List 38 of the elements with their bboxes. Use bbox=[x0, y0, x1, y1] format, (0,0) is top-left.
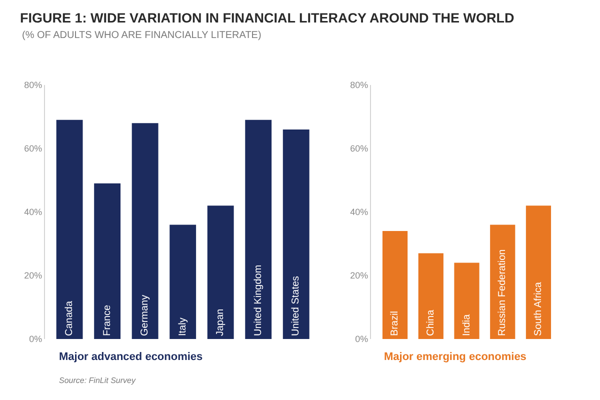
bar bbox=[526, 206, 552, 339]
x-axis-title: Major advanced economies bbox=[59, 351, 203, 363]
y-tick-label: 80% bbox=[350, 80, 368, 90]
x-tick-label: South Africa bbox=[532, 282, 544, 336]
x-tick-label: China bbox=[425, 309, 436, 336]
y-tick-label: 0% bbox=[355, 334, 368, 344]
bar bbox=[207, 206, 234, 339]
x-tick-label: Italy bbox=[177, 318, 188, 336]
y-tick-label: 0% bbox=[29, 334, 42, 344]
x-tick-label: India bbox=[461, 314, 472, 336]
x-tick-label: Russian Federation bbox=[497, 249, 508, 336]
y-tick-label: 80% bbox=[24, 80, 42, 90]
y-tick-label: 20% bbox=[24, 270, 42, 281]
x-tick-label: Germany bbox=[140, 294, 151, 336]
x-tick-label: Japan bbox=[215, 308, 226, 336]
bar bbox=[282, 129, 310, 339]
bar bbox=[245, 120, 272, 339]
bar bbox=[170, 224, 196, 339]
x-axis-title: Major emerging economies bbox=[384, 351, 526, 363]
bar bbox=[94, 183, 121, 339]
y-tick-label: 60% bbox=[24, 144, 42, 154]
x-tick-label: United States bbox=[290, 276, 302, 336]
y-tick-label: 60% bbox=[350, 144, 368, 154]
x-tick-label: France bbox=[102, 304, 113, 336]
y-tick-label: 40% bbox=[24, 207, 42, 218]
bar bbox=[382, 231, 408, 339]
x-tick-label: Canada bbox=[64, 300, 76, 336]
bar bbox=[418, 253, 444, 339]
y-tick-label: 40% bbox=[350, 207, 368, 218]
source-note: Source: FinLit Survey bbox=[59, 376, 136, 385]
bar bbox=[56, 120, 83, 339]
x-tick-label: Brazil bbox=[390, 310, 401, 336]
bar bbox=[132, 123, 158, 339]
bar bbox=[454, 262, 480, 339]
y-tick-label: 20% bbox=[350, 270, 368, 281]
x-tick-label: United Kingdom bbox=[252, 264, 264, 336]
chart-subtitle: (% OF ADULTS WHO ARE FINANCIALLY LITERATE) bbox=[22, 30, 262, 41]
chart-title: FIGURE 1: WIDE VARIATION IN FINANCIAL LITERACY AROUND THE WORLD bbox=[20, 10, 514, 26]
